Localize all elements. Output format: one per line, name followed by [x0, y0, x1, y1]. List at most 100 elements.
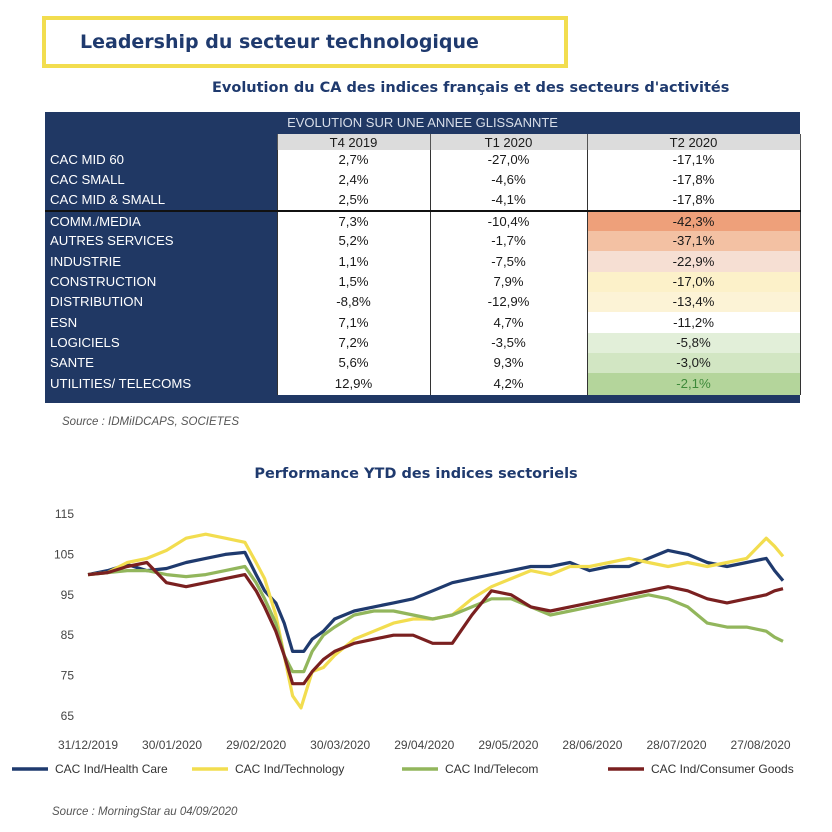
row-label: UTILITIES/ TELECOMS [45, 373, 277, 396]
table-cell: -17,8% [586, 190, 801, 211]
table-row: AUTRES SERVICES 5,2% -1,7% -37,1% [45, 231, 801, 252]
column-header-row: T4 2019 T1 2020 T2 2020 [45, 134, 801, 150]
y-tick-label: 65 [61, 709, 75, 723]
table-cell: -3,0% [586, 352, 801, 374]
series-line [87, 560, 784, 686]
table-cell: 2,5% [276, 190, 431, 211]
table-title: Evolution du CA des indices français et … [212, 80, 730, 96]
table-cell: -4,6% [429, 170, 588, 191]
x-tick-label: 31/12/2019 [58, 738, 118, 752]
table-cell: -8,8% [276, 292, 431, 313]
y-tick-label: 105 [54, 547, 74, 561]
row-label: CAC MID 60 [45, 150, 277, 171]
table-cell: -17,0% [586, 271, 801, 293]
table-source: Source : IDMiIDCAPS, SOCIETES [62, 416, 240, 428]
y-tick-label: 95 [61, 588, 75, 602]
table-cell: 1,1% [276, 251, 431, 272]
column-header: T4 2019 [276, 134, 431, 150]
legend-label: CAC Ind/Technology [235, 762, 344, 776]
table-cell: -12,9% [429, 292, 588, 313]
table-cell: -17,8% [586, 170, 801, 191]
table-cell: -27,0% [429, 150, 588, 171]
row-label: DISTRIBUTION [45, 292, 277, 313]
x-tick-label: 28/07/2020 [646, 738, 706, 752]
legend-label: CAC Ind/Telecom [445, 762, 538, 776]
table-cell: 4,7% [429, 312, 588, 333]
table-row: CONSTRUCTION 1,5% 7,9% -17,0% [45, 271, 801, 293]
row-label: CONSTRUCTION [45, 271, 277, 293]
table-cell: -4,1% [429, 190, 588, 211]
table-cell: 5,2% [276, 231, 431, 252]
row-label: AUTRES SERVICES [45, 231, 277, 252]
data-table: EVOLUTION SUR UNE ANNEE GLISSANNTE T4 20… [45, 112, 801, 396]
table-cell: 7,1% [276, 312, 431, 333]
line-chart: 65 75 85 95 105 115 31/12/2019 30/01/2020 29/02/… [12, 507, 794, 776]
column-header: T1 2020 [429, 134, 588, 150]
x-tick-label: 27/08/2020 [731, 738, 791, 752]
table-cell: 2,4% [276, 170, 431, 191]
series-line [87, 532, 785, 710]
header-box: Leadership du secteur technologique [42, 16, 568, 68]
row-label: CAC SMALL [45, 170, 277, 191]
data-table-container: EVOLUTION SUR UNE ANNEE GLISSANNTE T4 20… [45, 112, 801, 403]
table-cell: 2,7% [276, 150, 431, 171]
y-tick-label: 115 [55, 507, 74, 521]
table-row: COMM./MEDIA 7,3% -10,4% -42,3% [45, 209, 801, 232]
legend-label: CAC Ind/Health Care [55, 762, 168, 776]
x-tick-label: 29/04/2020 [394, 738, 454, 752]
table-row: UTILITIES/ TELECOMS 12,9% 4,2% -2,1% [45, 373, 801, 396]
x-tick-label: 30/03/2020 [310, 738, 370, 752]
table-cell: -7,5% [429, 251, 588, 272]
legend-label: CAC Ind/Consumer Goods [651, 762, 794, 776]
group-header: EVOLUTION SUR UNE ANNEE GLISSANNTE [45, 112, 801, 134]
table-cell: -3,5% [429, 332, 588, 353]
table-cell: -2,1% [586, 373, 801, 396]
x-tick-label: 28/06/2020 [562, 738, 622, 752]
table-cell: 7,3% [276, 209, 431, 232]
table-cell: -1,7% [429, 231, 588, 252]
chart-source: Source : MorningStar au 04/09/2020 [52, 806, 238, 818]
table-cell: -11,2% [586, 312, 801, 333]
row-label: INDUSTRIE [45, 251, 277, 272]
table-row: SANTE 5,6% 9,3% -3,0% [45, 352, 801, 374]
row-label: SANTE [45, 352, 277, 374]
table-cell: -5,8% [586, 332, 801, 353]
table-cell: 7,2% [276, 332, 431, 353]
table-cell: 9,3% [429, 352, 588, 374]
y-tick-label: 75 [61, 669, 75, 683]
table-cell: 12,9% [276, 373, 431, 396]
plot-area: 65 75 85 95 105 115 31/12/2019 30/01/2020 29/02/… [12, 507, 794, 776]
group-header-row: EVOLUTION SUR UNE ANNEE GLISSANNTE [45, 112, 801, 134]
chart-title: Performance YTD des indices sectoriels [254, 466, 578, 482]
row-label: LOGICIELS [45, 332, 277, 353]
table-cell: 4,2% [429, 373, 588, 396]
y-tick-label: 85 [61, 628, 75, 642]
table-cell: -42,3% [586, 209, 801, 232]
table-row: LOGICIELS 7,2% -3,5% -5,8% [45, 332, 801, 353]
table-cell: -10,4% [429, 209, 588, 232]
row-label: ESN [45, 312, 277, 333]
row-label: COMM./MEDIA [45, 209, 277, 232]
table-cell: 1,5% [276, 271, 431, 293]
table-cell: -22,9% [586, 251, 801, 272]
table-cell: -17,1% [586, 150, 801, 171]
table-cell: 7,9% [429, 271, 588, 293]
table-row: DISTRIBUTION -8,8% -12,9% -13,4% [45, 292, 801, 313]
row-label: CAC MID & SMALL [45, 190, 277, 211]
series-line [87, 564, 784, 674]
x-tick-label: 29/05/2020 [478, 738, 538, 752]
x-tick-label: 29/02/2020 [226, 738, 286, 752]
table-cell: 5,6% [276, 352, 431, 374]
table-row: CAC SMALL 2,4% -4,6% -17,8% [45, 170, 801, 191]
column-header: T2 2020 [586, 134, 801, 150]
page-title: Leadership du secteur technologique [80, 31, 479, 53]
table-row: CAC MID 60 2,7% -27,0% -17,1% [45, 150, 801, 171]
series-line [87, 548, 785, 653]
table-row: CAC MID & SMALL 2,5% -4,1% -17,8% [45, 190, 801, 211]
table-row: INDUSTRIE 1,1% -7,5% -22,9% [45, 251, 801, 272]
column-header-blank [45, 134, 277, 150]
table-row: ESN 7,1% 4,7% -11,2% [45, 312, 801, 333]
table-cell: -37,1% [586, 231, 801, 252]
x-tick-label: 30/01/2020 [142, 738, 202, 752]
table-cell: -13,4% [586, 292, 801, 313]
